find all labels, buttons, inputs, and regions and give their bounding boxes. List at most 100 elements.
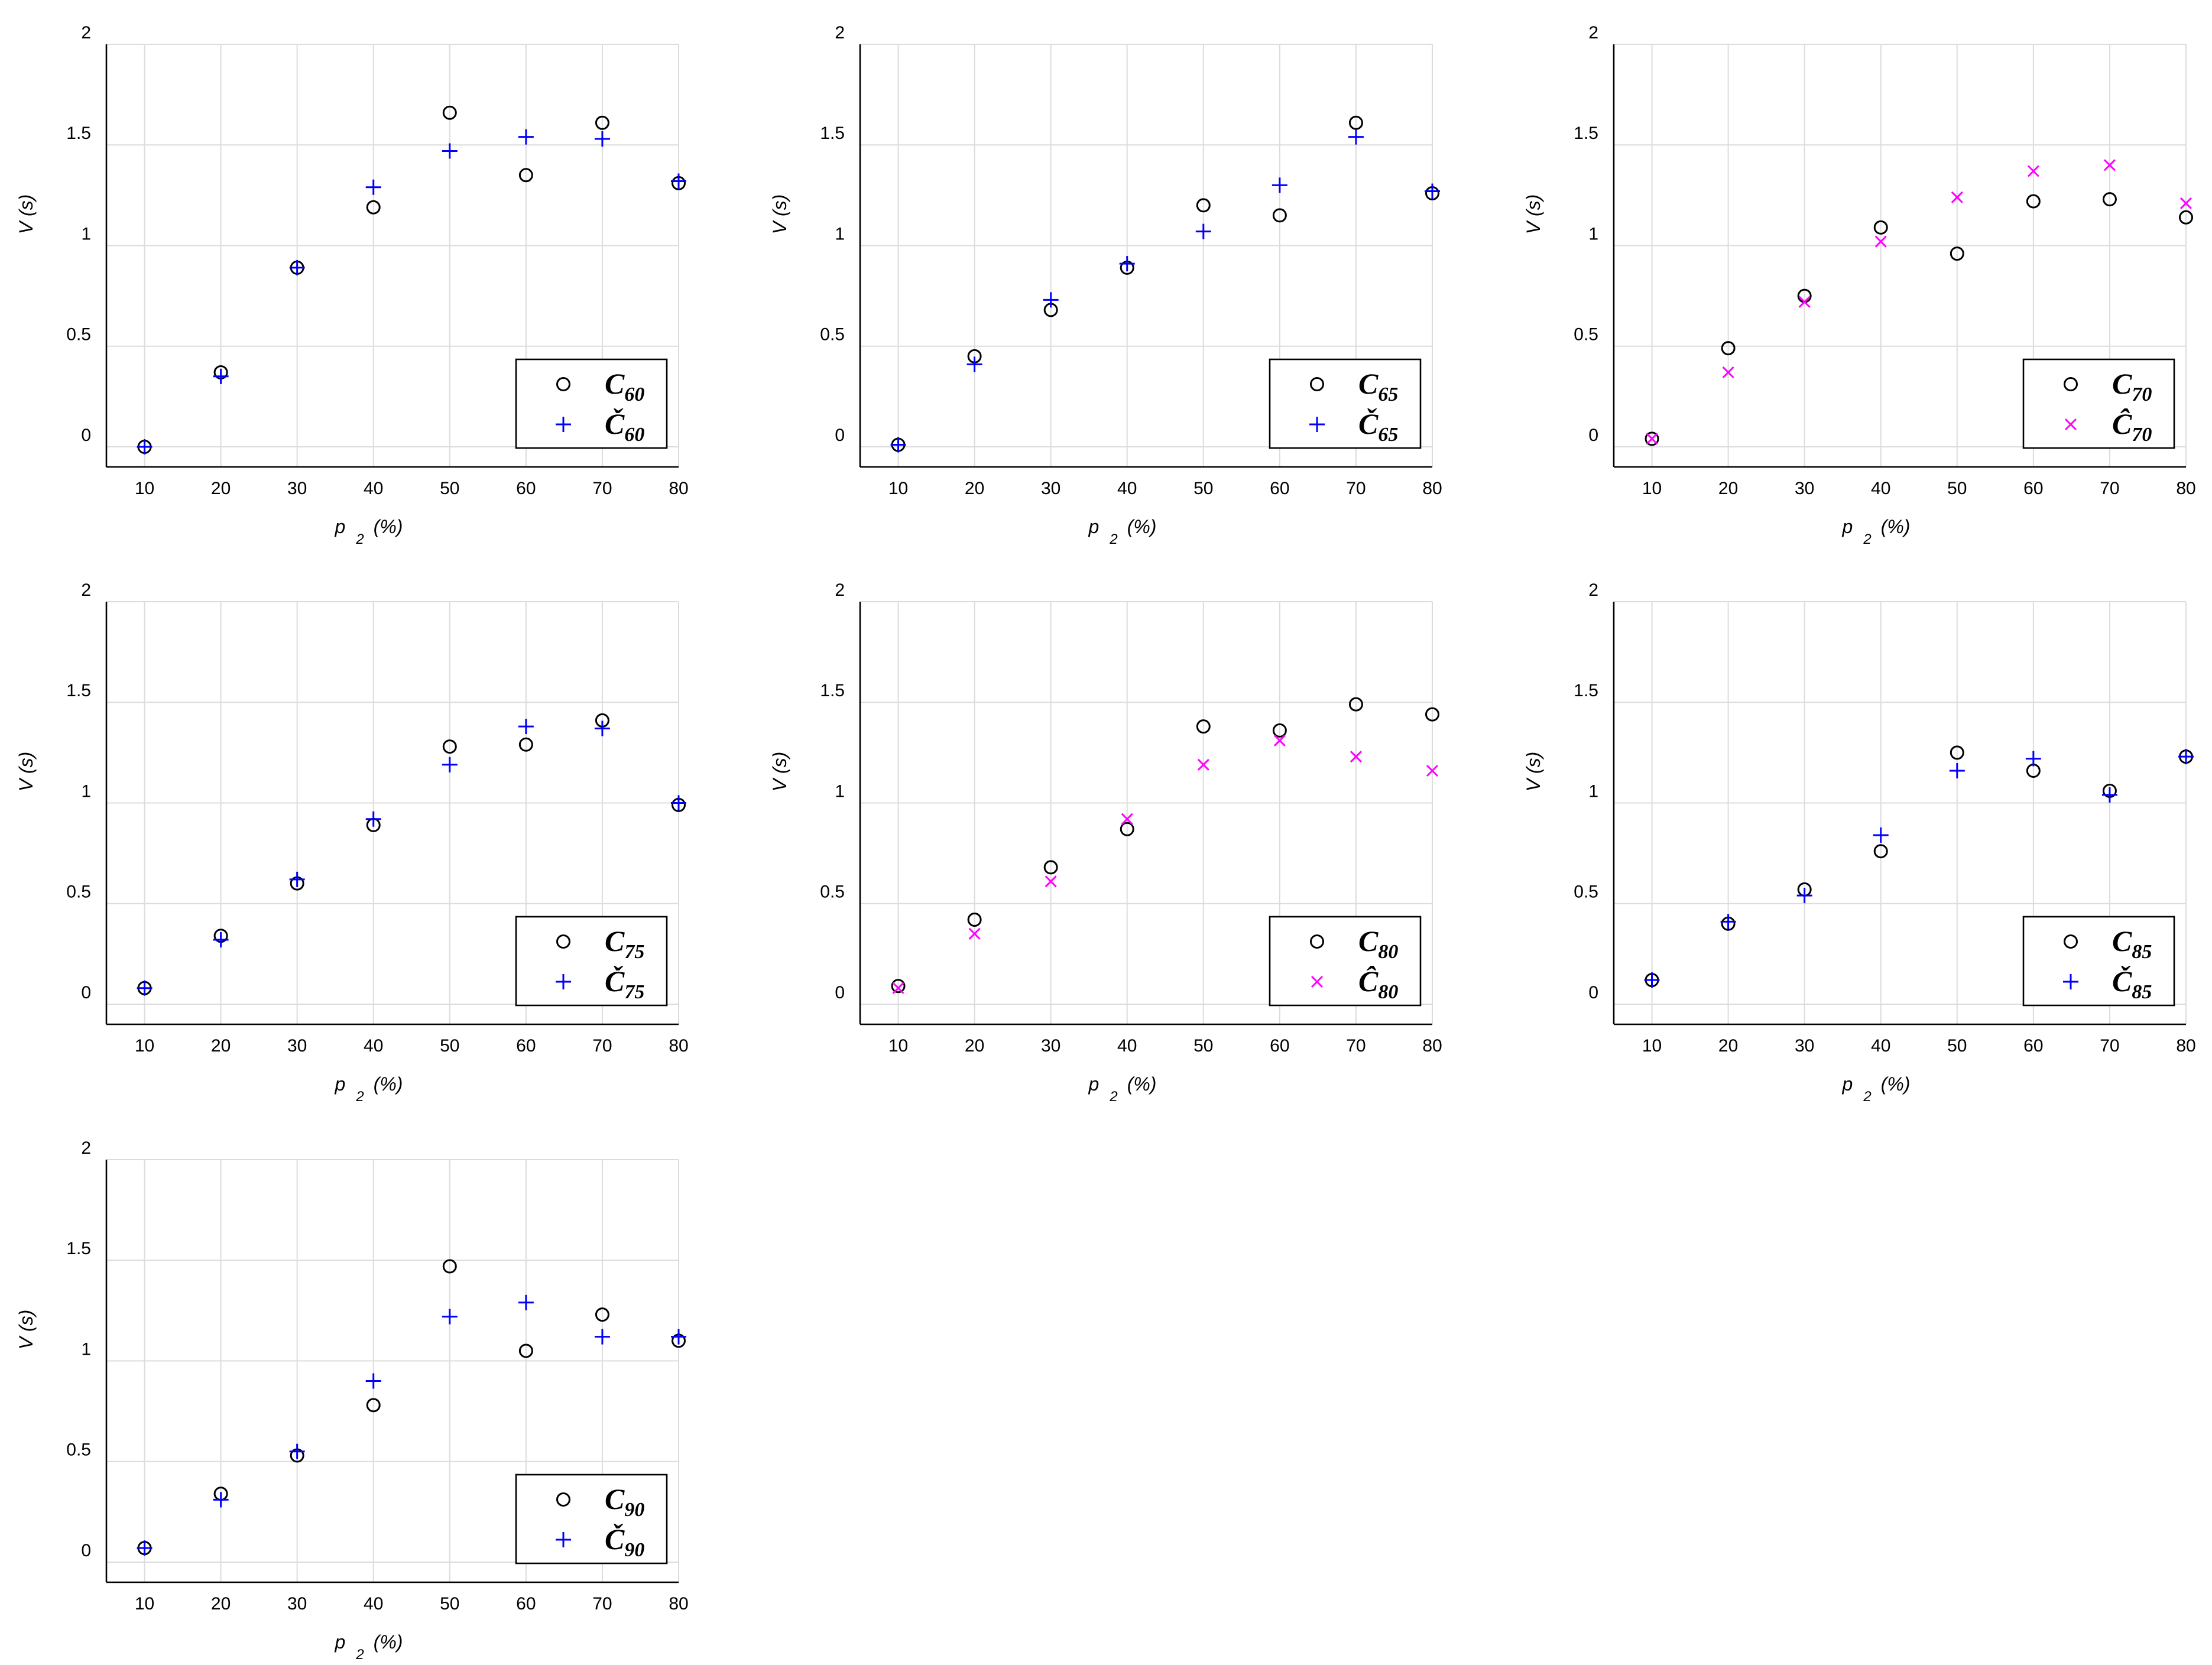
data-point-plus <box>1348 129 1364 145</box>
x-tick-label: 40 <box>1117 479 1137 498</box>
x-tick-label: 40 <box>364 1036 383 1056</box>
legend-marker-plus <box>556 417 571 432</box>
legend-entry-label: Č90 <box>605 1523 644 1561</box>
legend-entry-label: C85 <box>2112 924 2152 963</box>
y-tick-label: 1.5 <box>820 681 845 700</box>
y-axis-label: V (s) <box>769 194 790 235</box>
x-axis-label: p2(%) <box>1842 1073 1911 1105</box>
y-axis-label: V (s) <box>1523 752 1544 792</box>
y-tick-label: 2 <box>81 580 91 600</box>
x-tick-label: 30 <box>1041 1036 1060 1056</box>
legend-entry-label: C90 <box>605 1482 644 1521</box>
y-axis-label: V (s) <box>15 194 37 235</box>
x-tick-label: 30 <box>287 1594 307 1614</box>
scatter-panel-60: 10 20 30 40 50 60 70 80 0 0.5 1 1.5 2 p2(%) V (s) C60Č6… <box>15 23 689 547</box>
data-point-plus <box>365 179 381 195</box>
data-point-circle <box>442 105 457 120</box>
y-tick-label: 2 <box>1588 580 1598 600</box>
data-point-plus <box>442 757 458 773</box>
x-tick-label: 40 <box>1117 1036 1137 1056</box>
y-tick-label: 1 <box>835 224 845 244</box>
legend-entry-label: Ĉ80 <box>1358 965 1398 1003</box>
data-point-plus <box>1644 972 1660 988</box>
y-tick-label: 0 <box>835 983 845 1002</box>
y-tick-label: 2 <box>81 1138 91 1158</box>
legend-box <box>515 916 668 1007</box>
data-point-plus <box>289 259 305 275</box>
data-point-circle <box>2026 194 2041 209</box>
x-tick-label: 10 <box>888 479 908 498</box>
x-tick-label: 20 <box>211 1594 231 1614</box>
legend-marker-cross <box>1311 975 1324 988</box>
data-point-circle <box>366 1398 381 1413</box>
data-point-plus <box>1195 223 1211 239</box>
x-tick-label: 70 <box>592 479 612 498</box>
x-tick-label: 20 <box>1718 1036 1738 1056</box>
data-point-plus <box>1796 888 1812 904</box>
x-tick-label: 80 <box>669 1594 688 1614</box>
legend-entry-label: C65 <box>1358 367 1398 405</box>
y-tick-label: 1 <box>835 781 845 801</box>
scatter-panel-90: 10 20 30 40 50 60 70 80 0 0.5 1 1.5 2 p2(%) V (s) C90Č9… <box>15 1138 689 1663</box>
x-tick-label: 60 <box>516 1036 536 1056</box>
data-point-plus <box>137 439 153 455</box>
x-tick-label: 30 <box>1795 479 1814 498</box>
legend-marker-plus <box>1309 417 1325 432</box>
data-point-cross <box>1951 191 1963 203</box>
data-point-plus <box>594 720 610 736</box>
legend-box <box>515 1473 668 1565</box>
y-axis-label: V (s) <box>769 752 790 792</box>
data-point-plus <box>2178 749 2194 765</box>
legend-marker-circle <box>1310 934 1324 949</box>
x-tick-label: 40 <box>1871 1036 1890 1056</box>
y-tick-label: 1.5 <box>1574 681 1598 700</box>
x-tick-label: 10 <box>135 1036 154 1056</box>
y-tick-label: 0 <box>1588 426 1598 445</box>
y-tick-label: 2 <box>81 23 91 43</box>
data-point-plus <box>966 356 982 372</box>
data-point-circle <box>518 737 533 752</box>
data-point-circle <box>1120 822 1134 836</box>
x-tick-label: 30 <box>287 479 307 498</box>
x-axis-label: p2(%) <box>335 516 403 547</box>
data-point-cross <box>892 982 904 994</box>
x-tick-label: 10 <box>1642 1036 1662 1056</box>
x-tick-label: 50 <box>1947 1036 1967 1056</box>
data-point-plus <box>890 437 906 453</box>
data-point-plus <box>213 368 229 384</box>
y-tick-label: 1.5 <box>1574 124 1598 143</box>
legend-entry-label: Č60 <box>605 407 644 446</box>
data-point-circle <box>518 1343 533 1358</box>
legend-box <box>2022 358 2175 449</box>
y-tick-label: 0 <box>1588 983 1598 1002</box>
data-point-circle <box>1272 723 1287 738</box>
x-tick-label: 10 <box>1642 479 1662 498</box>
data-point-cross <box>1874 235 1887 248</box>
y-tick-label: 0.5 <box>1574 882 1598 902</box>
legend-marker-circle <box>556 1492 570 1507</box>
x-tick-label: 40 <box>1871 479 1890 498</box>
scatter-panel-80: 10 20 30 40 50 60 70 80 0 0.5 1 1.5 2 p2(%) V (s) C80Ĉ8… <box>769 580 1442 1105</box>
data-point-circle <box>967 912 982 927</box>
x-tick-label: 80 <box>1422 479 1442 498</box>
y-axis-label: V (s) <box>1523 194 1544 235</box>
y-axis-label: V (s) <box>15 1310 37 1350</box>
x-tick-label: 60 <box>2023 1036 2043 1056</box>
x-tick-label: 50 <box>1193 479 1213 498</box>
scatter-panel-75: 10 20 30 40 50 60 70 80 0 0.5 1 1.5 2 p2(%) V (s) C75Č7… <box>15 580 689 1105</box>
legend-marker-plus <box>2063 974 2078 989</box>
data-point-circle <box>1873 220 1888 235</box>
y-tick-label: 2 <box>1588 23 1598 43</box>
data-point-plus <box>2025 751 2041 767</box>
scatter-panel-85: 10 20 30 40 50 60 70 80 0 0.5 1 1.5 2 p2(%) V (s) C85Č8… <box>1523 580 2196 1105</box>
data-point-plus <box>671 1329 686 1345</box>
x-tick-label: 50 <box>1193 1036 1213 1056</box>
legend-entry-label: Ĉ70 <box>2112 407 2152 446</box>
x-tick-label: 70 <box>2100 479 2119 498</box>
data-point-circle <box>518 168 533 183</box>
legend-marker-circle <box>556 377 570 391</box>
